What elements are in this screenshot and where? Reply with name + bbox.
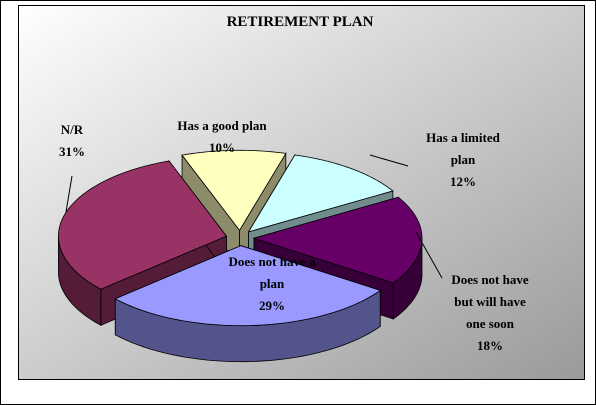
slice	[58, 160, 228, 290]
value-label: 12%	[450, 174, 476, 189]
value-label: 29%	[259, 298, 285, 313]
leader-line	[65, 175, 73, 213]
category-label: Does not have a plan	[228, 254, 316, 291]
pie	[58, 149, 423, 363]
category-label: Has a limited plan	[426, 130, 500, 167]
leader-line	[415, 231, 443, 279]
category-label: N/R	[61, 122, 84, 137]
slice	[252, 196, 423, 284]
slice	[247, 154, 394, 233]
value-label: 18%	[477, 338, 503, 353]
value-label: 31%	[59, 144, 85, 159]
leader-line	[369, 154, 409, 167]
labels: Has a good plan 10% Has a limited plan 12% Do…	[59, 118, 529, 353]
slice	[114, 245, 382, 327]
chart-title: RETIREMENT PLAN	[227, 14, 374, 30]
value-label: 10%	[209, 140, 235, 155]
category-label: Has a good plan	[177, 118, 267, 133]
category-label: Does not have but will have one soon	[451, 272, 529, 331]
slice	[181, 149, 287, 232]
